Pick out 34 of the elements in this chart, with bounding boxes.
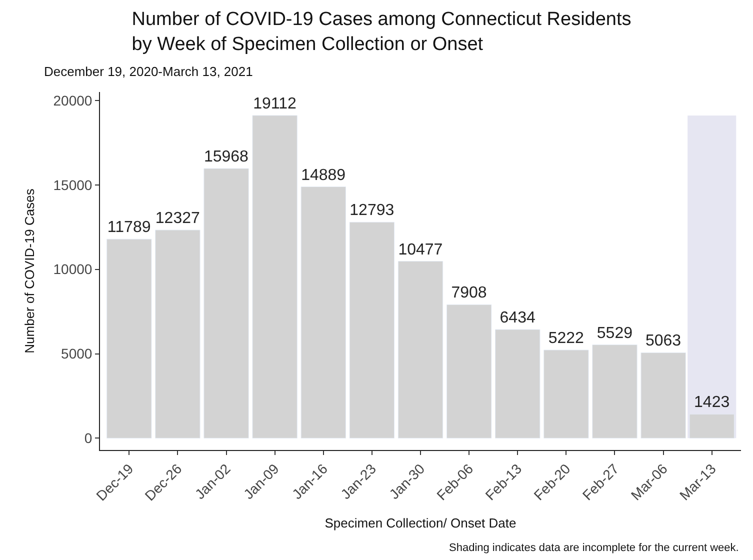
x-axis-title: Specimen Collection/ Onset Date <box>324 515 516 530</box>
data-label: 10477 <box>398 241 443 258</box>
chart-title: Number of COVID-19 Cases among Connecticut Residents by Week of Specimen Collection or Onset <box>132 9 632 55</box>
data-label: 1423 <box>694 394 730 412</box>
text: Shading indicates data are incomplete for the current week. <box>449 542 739 554</box>
y-axis-title: Number of COVID-19 Cases <box>22 188 38 354</box>
bar <box>252 115 298 438</box>
bar <box>204 168 249 438</box>
bar <box>398 261 444 438</box>
bar <box>446 304 492 438</box>
data-label: 14889 <box>301 166 346 184</box>
chart-subtitle: December 19, 2020-March 13, 2021 <box>44 64 253 79</box>
data-label: 5063 <box>645 332 682 350</box>
data-label: 6434 <box>500 310 536 327</box>
bar <box>155 230 200 438</box>
y-tick-label: 0 <box>84 430 92 446</box>
bar <box>349 222 395 438</box>
y-tick-label: 5000 <box>61 346 92 362</box>
bar <box>544 350 589 438</box>
bar <box>106 238 152 438</box>
data-label: 7908 <box>451 284 487 302</box>
data-label: 19112 <box>253 95 297 112</box>
data-label: 12793 <box>350 202 394 220</box>
y-tick-label: 10000 <box>53 261 92 278</box>
bar <box>495 329 540 438</box>
data-label: 11789 <box>107 219 151 236</box>
data-label: 5529 <box>596 324 633 342</box>
data-label: 15968 <box>204 148 249 166</box>
data-label: 12327 <box>155 210 200 228</box>
y-tick-label: 20000 <box>53 92 92 108</box>
bar <box>300 186 346 438</box>
y-tick-label: 15000 <box>53 176 92 193</box>
bar <box>592 344 638 438</box>
data-label: 5222 <box>548 330 584 347</box>
